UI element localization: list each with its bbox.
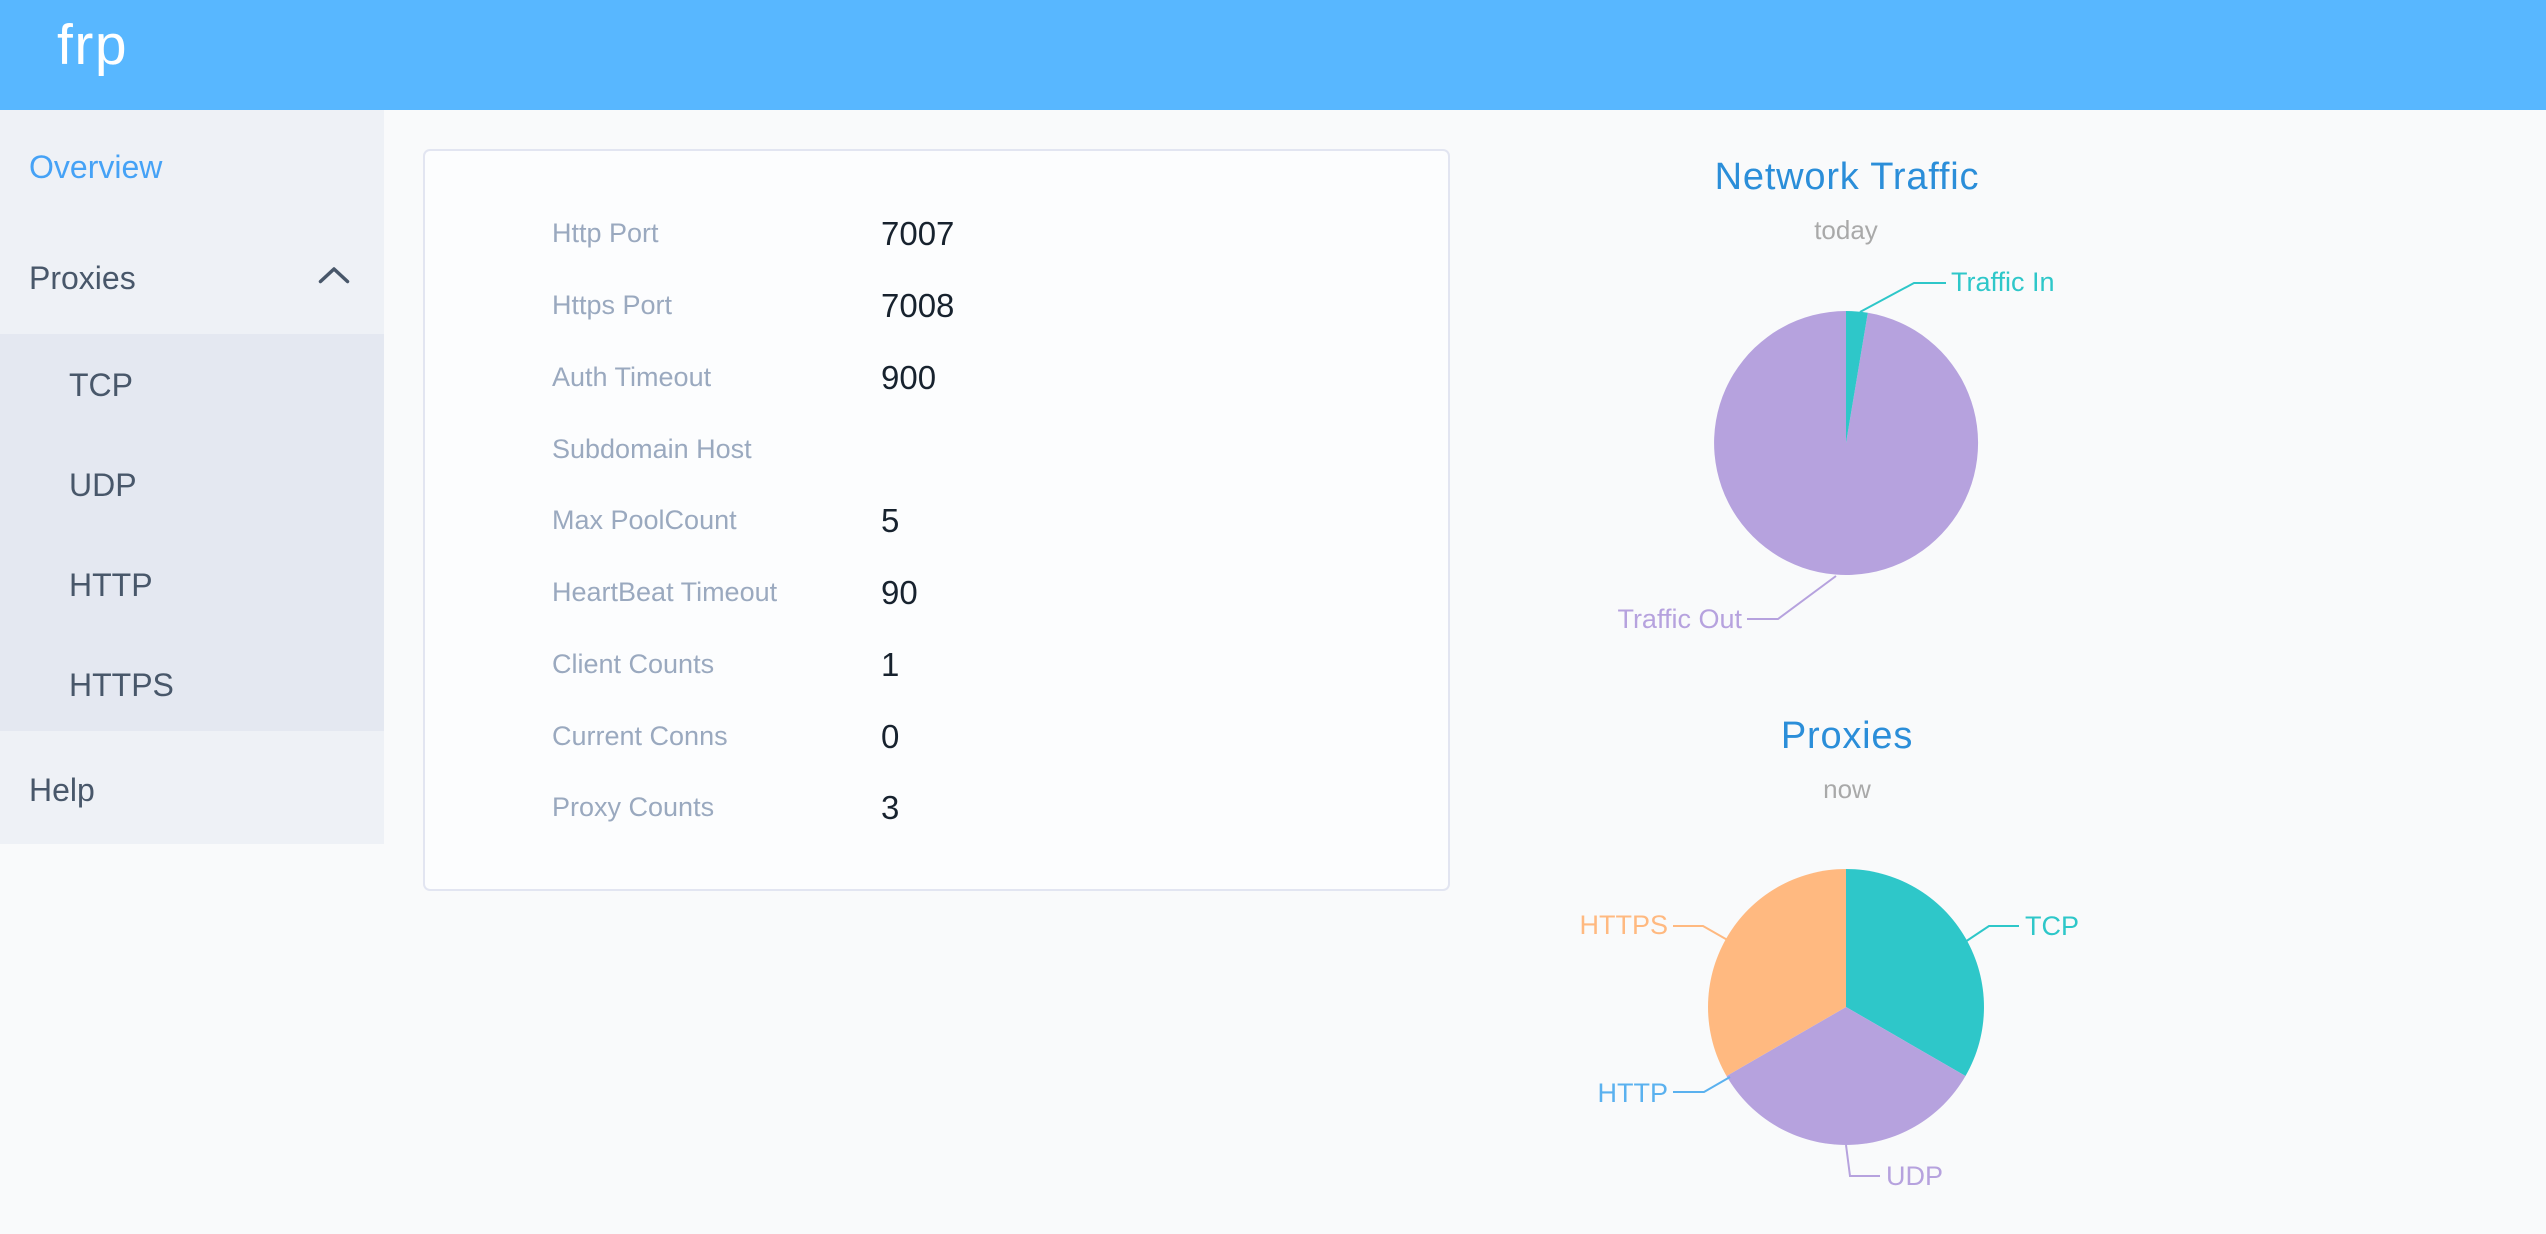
svg-text:HTTP: HTTP	[1598, 1078, 1669, 1108]
svg-text:Network Traffic: Network Traffic	[1715, 156, 1980, 198]
svg-text:UDP: UDP	[1886, 1161, 1943, 1191]
svg-text:HTTPS: HTTPS	[1579, 910, 1668, 940]
svg-text:Traffic Out: Traffic Out	[1617, 604, 1742, 634]
svg-text:Traffic In: Traffic In	[1951, 267, 2055, 297]
svg-text:Proxies: Proxies	[1781, 715, 1913, 757]
svg-text:today: today	[1814, 215, 1878, 245]
svg-text:TCP: TCP	[2025, 911, 2079, 941]
svg-text:now: now	[1823, 774, 1871, 804]
